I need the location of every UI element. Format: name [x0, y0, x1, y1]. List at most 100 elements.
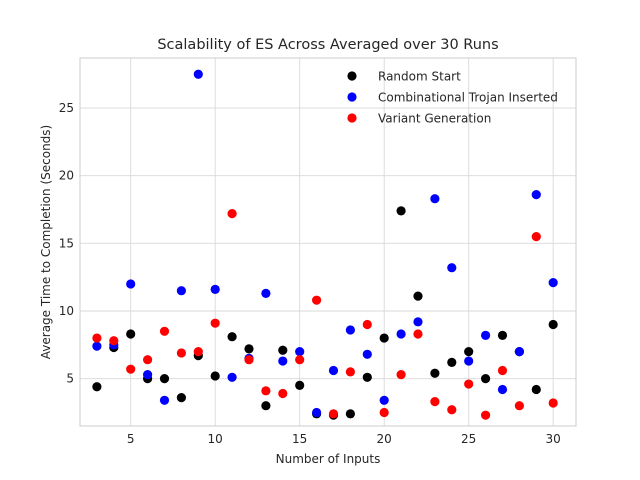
- data-point: [295, 346, 305, 357]
- x-tick-label: 30: [546, 432, 561, 446]
- data-point: [430, 368, 440, 378]
- data-point: [447, 405, 457, 415]
- data-point: [227, 372, 237, 382]
- data-point: [497, 365, 508, 376]
- data-point: [159, 395, 170, 405]
- y-axis-label: Average Time to Completion (Seconds): [39, 125, 53, 359]
- data-point: [261, 401, 271, 411]
- data-point: [531, 190, 541, 200]
- data-point: [464, 346, 474, 357]
- data-point: [396, 206, 406, 216]
- legend-label: Random Start: [378, 70, 461, 84]
- legend-label: Variant Generation: [378, 112, 491, 126]
- data-point: [328, 409, 339, 419]
- legend-marker: [347, 92, 357, 102]
- data-point: [362, 319, 372, 330]
- data-point: [548, 277, 558, 288]
- legend-label: Combinational Trojan Inserted: [378, 91, 558, 105]
- data-point: [311, 407, 322, 418]
- data-point: [464, 379, 474, 389]
- data-point: [92, 341, 102, 351]
- y-tick-label: 15: [59, 236, 74, 250]
- x-tick-label: 15: [292, 432, 307, 446]
- data-point: [142, 355, 153, 365]
- data-point: [480, 330, 491, 340]
- data-point: [497, 384, 508, 395]
- legend-marker: [347, 71, 357, 81]
- data-point: [244, 344, 254, 354]
- data-point: [480, 410, 491, 420]
- plot-frame: [79, 57, 577, 427]
- x-tick-label: 25: [461, 432, 476, 446]
- data-point: [497, 330, 508, 340]
- y-tick-label: 10: [59, 304, 74, 318]
- data-point: [261, 288, 271, 299]
- data-point: [92, 382, 102, 392]
- data-point: [311, 295, 322, 305]
- x-axis-label: Number of Inputs: [276, 452, 381, 466]
- data-point: [210, 318, 220, 328]
- data-point: [126, 364, 136, 374]
- data-point: [278, 345, 288, 355]
- data-point: [109, 336, 119, 346]
- data-point: [430, 397, 440, 407]
- data-point: [295, 355, 305, 365]
- legend: Random Start Combinational Trojan Inserte…: [347, 70, 558, 126]
- data-point: [362, 372, 372, 382]
- data-point: [379, 333, 389, 343]
- data-points: [92, 69, 558, 420]
- data-point: [531, 231, 541, 242]
- series-1: [92, 206, 558, 420]
- data-point: [413, 291, 423, 301]
- data-point: [176, 392, 186, 403]
- data-point: [464, 356, 474, 366]
- series-3: [92, 208, 558, 420]
- data-point: [126, 329, 136, 339]
- data-point: [413, 317, 423, 327]
- y-tick-label: 5: [66, 372, 74, 386]
- x-tick-label: 20: [377, 432, 392, 446]
- data-point: [430, 194, 440, 204]
- data-point: [210, 284, 220, 294]
- tick-labels: 5 10 15 20 25 30 5 10 15 20 25: [59, 101, 561, 446]
- data-point: [396, 329, 406, 339]
- data-point: [480, 374, 491, 384]
- data-point: [210, 371, 220, 381]
- data-point: [92, 333, 102, 343]
- data-point: [278, 388, 288, 399]
- data-point: [396, 369, 406, 380]
- data-point: [295, 380, 305, 391]
- data-point: [126, 279, 136, 289]
- data-point: [142, 369, 153, 380]
- data-point: [227, 332, 237, 342]
- data-point: [227, 208, 237, 219]
- data-point: [193, 346, 203, 357]
- data-point: [548, 398, 558, 408]
- data-point: [379, 407, 389, 418]
- data-point: [193, 69, 203, 79]
- data-point: [531, 384, 541, 395]
- legend-marker: [347, 113, 357, 123]
- data-point: [261, 386, 271, 396]
- data-point: [379, 395, 389, 405]
- data-point: [514, 346, 524, 357]
- data-point: [278, 356, 288, 366]
- data-point: [328, 365, 339, 376]
- data-point: [176, 286, 186, 296]
- data-point: [447, 263, 457, 273]
- data-point: [413, 329, 423, 339]
- data-point: [548, 319, 558, 330]
- data-point: [362, 349, 372, 359]
- data-point: [159, 326, 170, 336]
- data-point: [345, 325, 355, 335]
- chart-title: Scalability of ES Across Averaged over 3…: [157, 37, 498, 53]
- data-point: [244, 355, 254, 365]
- data-point: [514, 401, 524, 411]
- data-point: [345, 409, 355, 419]
- y-tick-label: 25: [59, 101, 74, 115]
- data-point: [176, 348, 186, 358]
- data-point: [159, 374, 170, 384]
- x-tick-label: 5: [127, 432, 135, 446]
- y-tick-label: 20: [59, 169, 74, 183]
